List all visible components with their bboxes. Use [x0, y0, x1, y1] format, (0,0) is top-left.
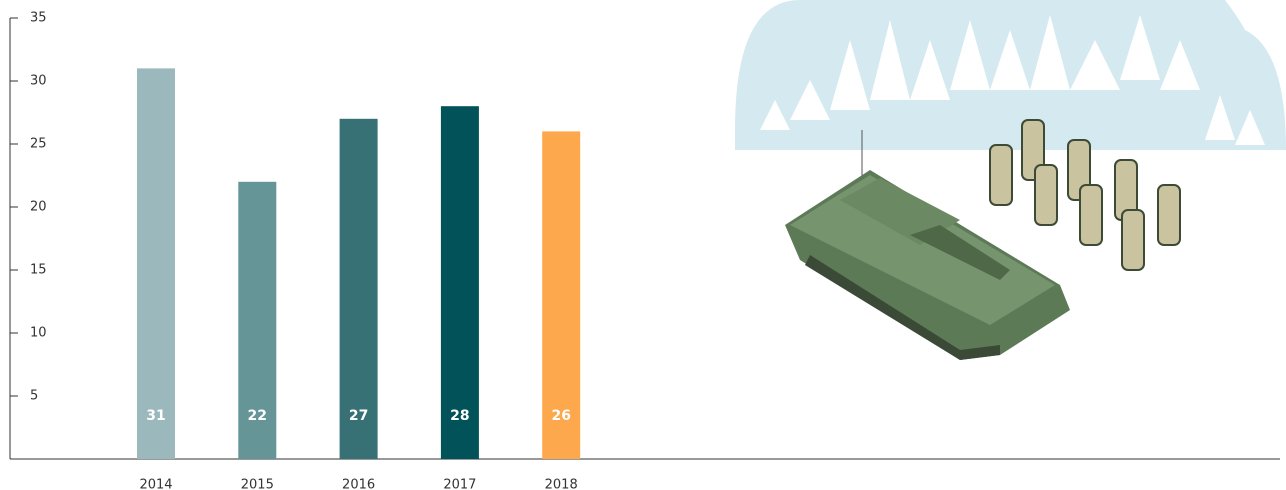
x-tick-label: 2018 — [545, 478, 578, 490]
illustration — [735, 0, 1286, 360]
y-tick-label: 10 — [30, 326, 47, 341]
bar — [440, 106, 479, 459]
x-tick-label: 2017 — [443, 478, 476, 490]
value-label: 22 — [248, 408, 267, 424]
value-label: 27 — [349, 408, 368, 424]
y-tick-label: 30 — [30, 74, 47, 89]
y-tick-label: 20 — [30, 200, 47, 215]
x-tick-label: 2015 — [241, 478, 274, 490]
value-label: 26 — [551, 408, 570, 424]
value-label: 31 — [146, 408, 165, 424]
y-tick-label: 35 — [30, 11, 47, 26]
value-label: 28 — [450, 408, 469, 424]
x-tick-label: 2016 — [342, 478, 375, 490]
bar — [339, 118, 378, 460]
bar — [542, 131, 581, 459]
bar — [137, 68, 175, 460]
y-tick-label: 25 — [30, 137, 47, 152]
bar — [238, 181, 277, 460]
y-tick-label: 5 — [30, 389, 38, 404]
x-tick-label: 2014 — [139, 478, 172, 490]
y-tick-label: 15 — [30, 263, 47, 278]
